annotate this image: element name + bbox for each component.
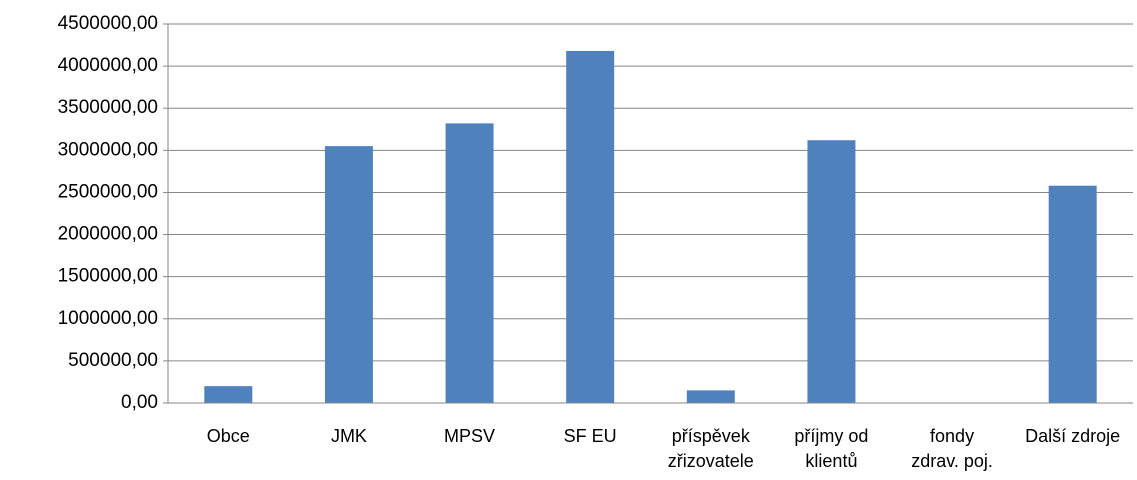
x-tick-label: SF EU xyxy=(563,426,617,446)
x-tick-label: Obce xyxy=(206,426,250,446)
y-tick-label: 3500000,00 xyxy=(58,97,158,118)
x-tick-label: příspěvek zřizovatele xyxy=(667,426,754,471)
x-tick-label: fondy zdrav. poj. xyxy=(911,426,993,471)
x-tick-label: Další zdroje xyxy=(1025,426,1121,446)
y-tick-label: 2500000,00 xyxy=(58,181,158,202)
bar xyxy=(1048,185,1097,403)
bar xyxy=(204,386,253,403)
x-tick-label: příjmy od klientů xyxy=(794,426,869,471)
x-tick-label: MPSV xyxy=(444,426,496,446)
bar xyxy=(807,140,856,403)
bar xyxy=(686,390,735,403)
y-tick-label: 3000000,00 xyxy=(58,139,158,160)
y-tick-label: 2000000,00 xyxy=(58,224,158,245)
y-tick-label: 1500000,00 xyxy=(58,266,158,287)
bar xyxy=(324,146,373,403)
x-tick-label: JMK xyxy=(330,426,367,446)
y-tick-label: 4500000,00 xyxy=(58,13,158,34)
y-tick-label: 500000,00 xyxy=(68,350,158,371)
y-tick-label: 4000000,00 xyxy=(58,55,158,76)
bar xyxy=(566,50,615,403)
bar xyxy=(445,123,494,403)
y-tick-label: 1000000,00 xyxy=(58,308,158,329)
y-tick-label: 0,00 xyxy=(121,392,158,413)
